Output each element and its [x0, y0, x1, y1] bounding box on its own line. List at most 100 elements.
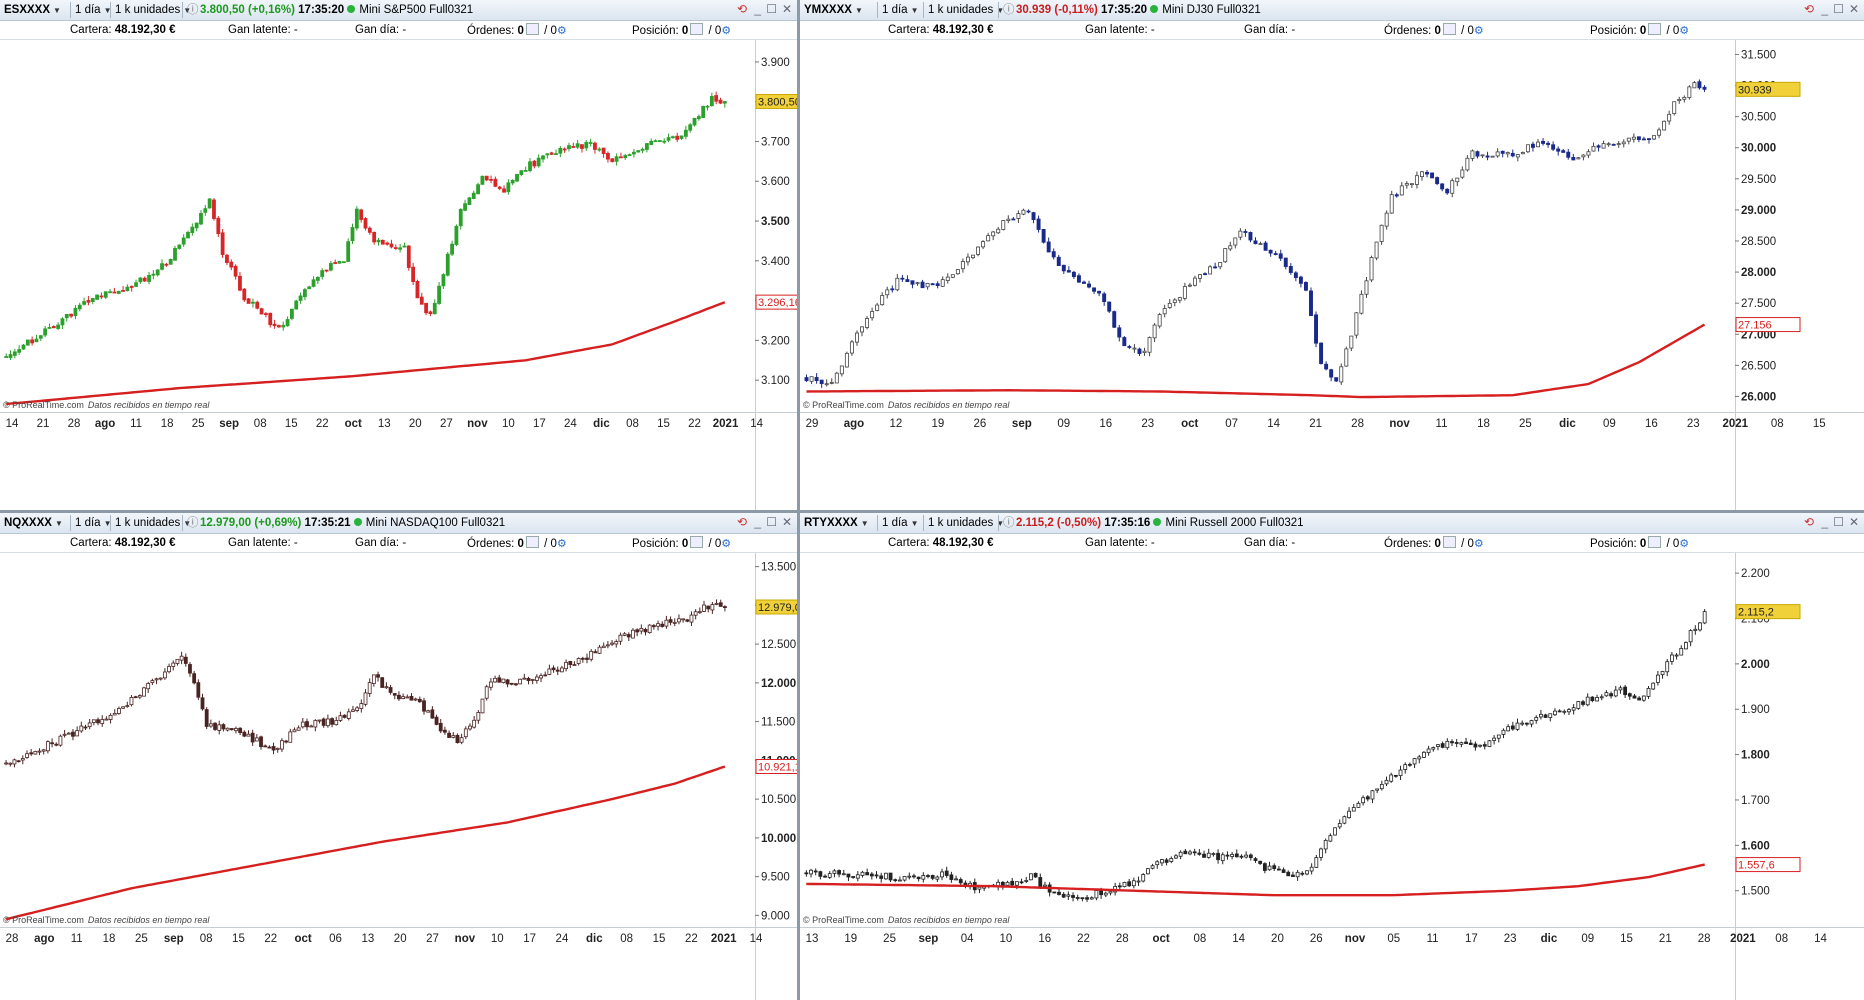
price-chart[interactable]: 31.50031.00030.50030.00029.50029.00028.5…	[800, 40, 1864, 510]
candle	[702, 600, 706, 613]
gan-latente-label: Gan latente:	[228, 24, 291, 36]
candle	[846, 873, 851, 882]
timeframe-selector[interactable]: 1 día ▼	[75, 2, 112, 18]
price-axis[interactable]: 13.50013.00012.50012.00011.50011.00010.5…	[755, 562, 796, 923]
symbol-selector[interactable]: YMXXXX ▼	[804, 2, 863, 18]
candle-body	[1107, 301, 1112, 312]
panel-divider-horizontal[interactable]	[0, 510, 1864, 513]
candle-body	[949, 874, 954, 880]
sync-icon[interactable]: ⟲	[1803, 515, 1814, 529]
candle-body	[1524, 722, 1529, 725]
panel-divider-vertical[interactable]	[797, 0, 800, 1000]
orders-list-icon[interactable]	[525, 23, 539, 35]
symbol-selector[interactable]: RTYXXXX ▼	[804, 515, 869, 531]
time-axis[interactable]: 13 19 25 sep 04 10 16 22 28 oct 08 14 20 26 nov 05 11 17 2…	[806, 933, 1828, 945]
posicion-field[interactable]: Posición: 0 / 0⚙	[632, 536, 731, 551]
candle	[467, 196, 472, 206]
maximize-icon[interactable]: ☐	[766, 2, 777, 16]
gear-icon[interactable]: ⚙	[721, 538, 732, 550]
timeframe-selector[interactable]: 1 día ▼	[75, 515, 112, 531]
gear-icon[interactable]: ⚙	[556, 25, 567, 37]
units-selector[interactable]: 1 k unidades ▼	[115, 515, 191, 531]
minimize-icon[interactable]: _	[1821, 2, 1828, 16]
candle	[203, 205, 208, 216]
x-tick-label: 08	[200, 933, 213, 945]
ordenes-field[interactable]: Órdenes: 0 / 0⚙	[1384, 536, 1484, 551]
units-selector[interactable]: 1 k unidades ▼	[928, 515, 1004, 531]
price-axis[interactable]: 31.50031.00030.50030.00029.50029.00028.5…	[1735, 49, 1776, 403]
time-axis[interactable]: 29 ago 12 19 26 sep 09 16 23 oct 07 14 21 28 nov 11 18 25…	[806, 418, 1826, 430]
ordenes-field[interactable]: Órdenes: 0 / 0⚙	[467, 23, 567, 38]
candle	[709, 92, 714, 107]
posicion-field[interactable]: Posición: 0 / 0⚙	[632, 23, 731, 38]
price-chart[interactable]: 2.2002.1002.0001.9001.8001.7001.6001.500…	[800, 553, 1864, 1000]
x-tick-label: dic	[593, 418, 610, 430]
ordenes-field[interactable]: Órdenes: 0 / 0⚙	[467, 536, 567, 551]
info-icon[interactable]: ⓘ	[187, 517, 199, 529]
minimize-icon[interactable]: _	[754, 2, 761, 16]
gear-icon[interactable]: ⚙	[721, 25, 732, 37]
maximize-icon[interactable]: ☐	[1833, 515, 1844, 529]
candle	[1262, 862, 1267, 874]
maximize-icon[interactable]: ☐	[1833, 2, 1844, 16]
close-icon[interactable]: ✕	[781, 2, 792, 16]
time-axis[interactable]: 28 ago 11 18 25 sep 08 15 22 oct 06 13 20 27 nov 10 17 24…	[6, 933, 763, 945]
candle	[1670, 651, 1674, 665]
gear-icon[interactable]: ⚙	[556, 538, 567, 550]
maximize-icon[interactable]: ☐	[766, 515, 777, 529]
units-selector[interactable]: 1 k unidades ▼	[115, 2, 191, 18]
close-icon[interactable]: ✕	[1848, 2, 1859, 16]
candle	[1278, 249, 1283, 262]
sync-icon[interactable]: ⟲	[1803, 2, 1814, 16]
candle-body	[443, 729, 447, 733]
gear-icon[interactable]: ⚙	[1473, 538, 1484, 550]
positions-list-icon[interactable]	[690, 536, 704, 548]
sync-icon[interactable]: ⟲	[736, 2, 747, 16]
price-axis[interactable]: 3.9003.8003.7003.6003.5003.4003.3003.200…	[755, 57, 790, 387]
close-icon[interactable]: ✕	[781, 515, 792, 529]
candle	[29, 748, 34, 756]
sync-icon[interactable]: ⟲	[736, 515, 747, 529]
x-tick-label: 17	[533, 418, 546, 430]
orders-list-icon[interactable]	[1442, 23, 1456, 35]
minimize-icon[interactable]: _	[1821, 515, 1828, 529]
posicion-field[interactable]: Posición: 0 / 0⚙	[1590, 23, 1689, 38]
symbol-selector[interactable]: ESXXXX ▼	[4, 2, 61, 18]
price-chart[interactable]: 13.50013.00012.50012.00011.50011.00010.5…	[0, 553, 797, 1000]
positions-list-icon[interactable]	[690, 23, 704, 35]
gear-icon[interactable]: ⚙	[1473, 25, 1484, 37]
candle-body	[1319, 342, 1324, 364]
time-axis[interactable]: 14 21 28 ago 11 18 25 sep 08 15 22 oct 13 20 27 nov 10 17…	[6, 418, 764, 430]
ordenes-field[interactable]: Órdenes: 0 / 0⚙	[1384, 23, 1484, 38]
candle-body	[940, 279, 945, 287]
candle	[501, 678, 506, 684]
gear-icon[interactable]: ⚙	[1679, 25, 1690, 37]
timeframe-selector[interactable]: 1 día ▼	[882, 515, 919, 531]
info-icon[interactable]: ⓘ	[187, 4, 199, 16]
orders-list-icon[interactable]	[525, 536, 539, 548]
minimize-icon[interactable]: _	[754, 515, 761, 529]
candle	[1485, 151, 1490, 161]
info-icon[interactable]: ⓘ	[1003, 4, 1015, 16]
gear-icon[interactable]: ⚙	[1679, 538, 1690, 550]
candle	[398, 243, 403, 253]
candle	[1684, 641, 1688, 650]
orders-list-icon[interactable]	[1442, 536, 1456, 548]
timeframe-selector[interactable]: 1 día ▼	[882, 2, 919, 18]
candle-body	[38, 335, 43, 339]
candle	[996, 879, 1001, 891]
posicion-field[interactable]: Posición: 0 / 0⚙	[1590, 536, 1689, 551]
candle-body	[1436, 744, 1440, 747]
info-icon[interactable]: ⓘ	[1003, 517, 1015, 529]
candle	[160, 259, 164, 271]
units-selector[interactable]: 1 k unidades ▼	[928, 2, 1004, 18]
candle-body	[681, 618, 686, 621]
candle-body	[1557, 710, 1562, 713]
close-icon[interactable]: ✕	[1848, 515, 1859, 529]
candle	[539, 673, 543, 683]
symbol-selector[interactable]: NQXXXX ▼	[4, 515, 63, 531]
positions-list-icon[interactable]	[1648, 23, 1662, 35]
positions-list-icon[interactable]	[1648, 536, 1662, 548]
price-chart[interactable]: 3.9003.8003.7003.6003.5003.4003.3003.200…	[0, 40, 797, 510]
candle-body	[506, 182, 511, 193]
